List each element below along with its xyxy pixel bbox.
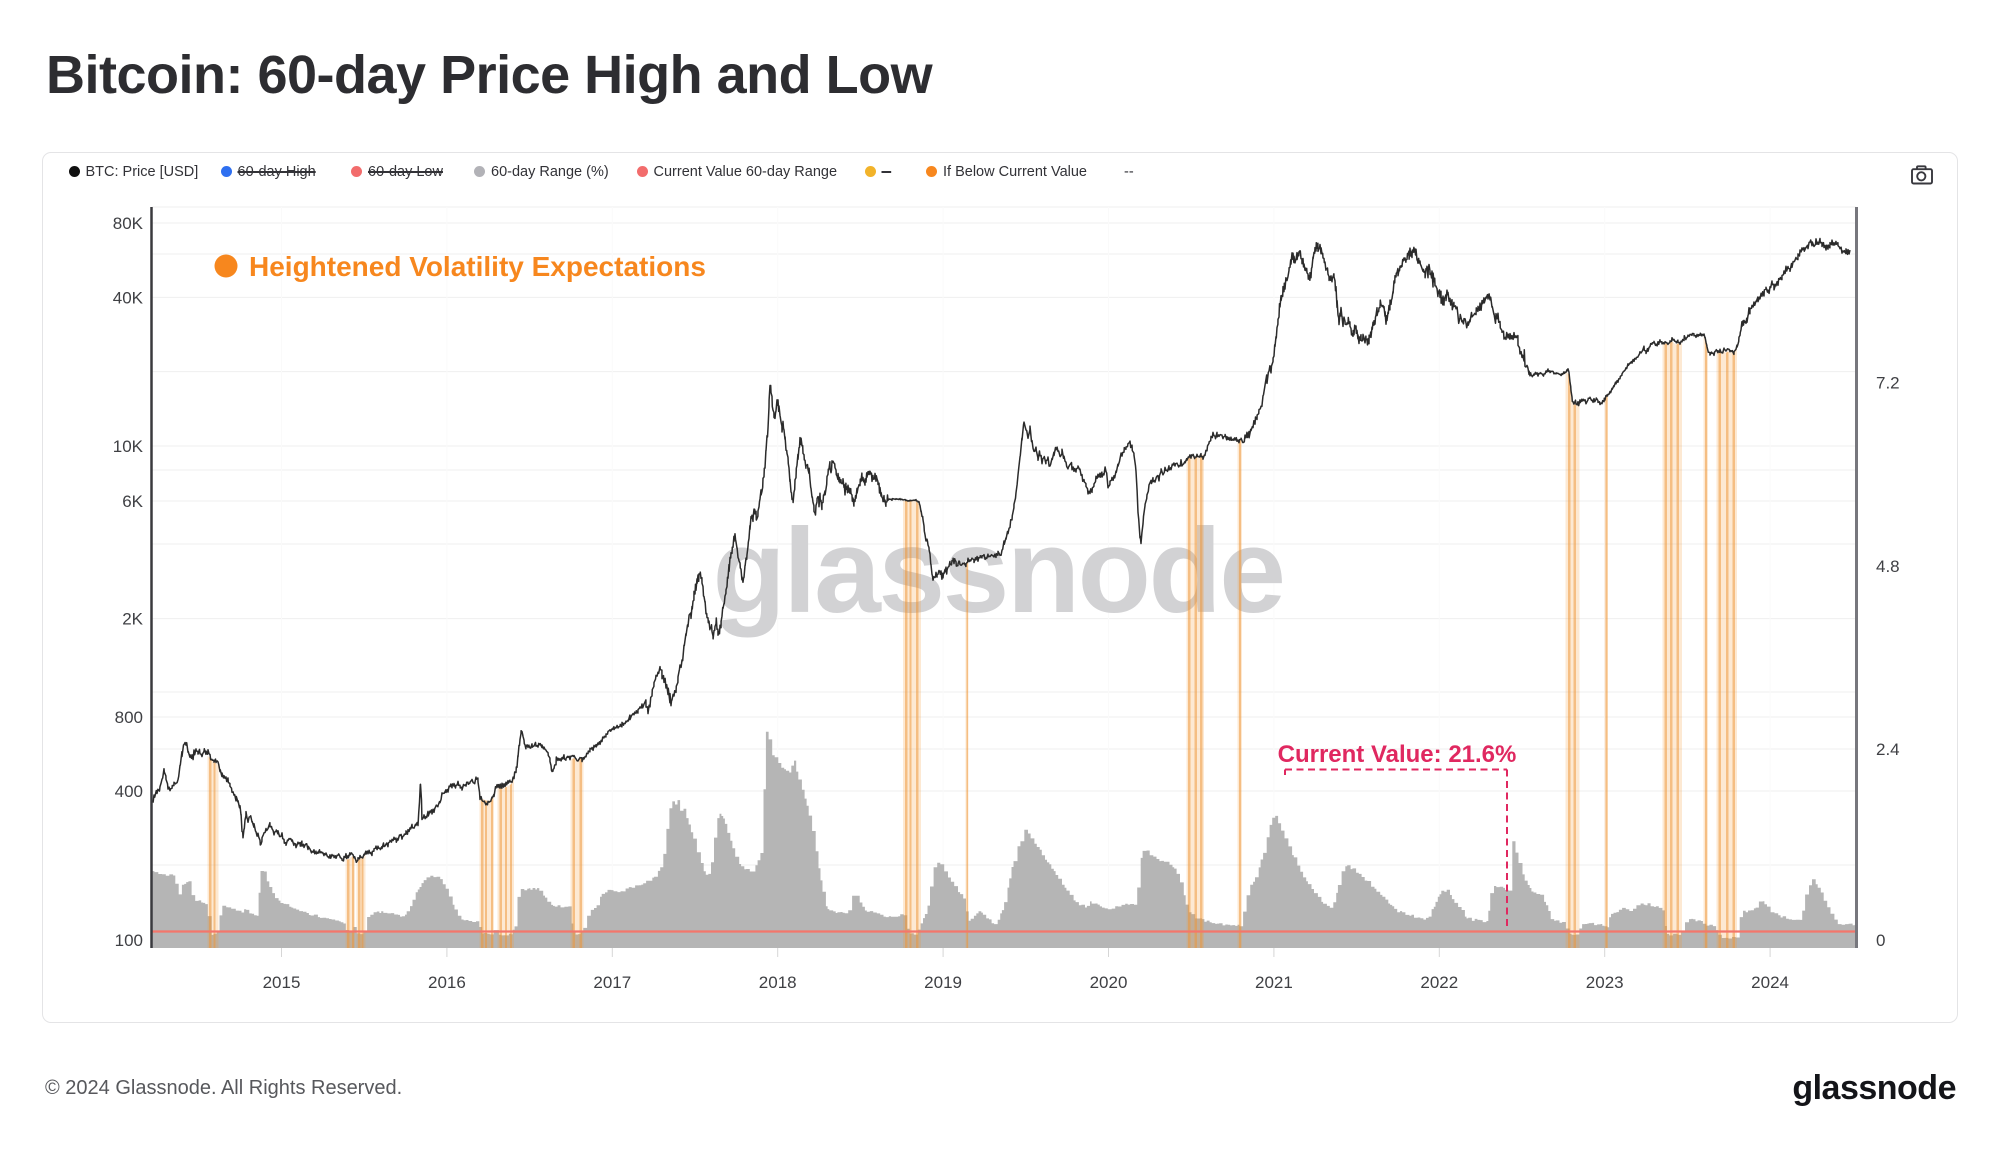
svg-text:2021: 2021 (1255, 973, 1293, 992)
svg-text:2.4: 2.4 (1876, 740, 1900, 759)
svg-text:7.2: 7.2 (1876, 374, 1900, 393)
svg-text:2020: 2020 (1090, 973, 1128, 992)
svg-text:80K: 80K (113, 214, 144, 233)
svg-text:40K: 40K (113, 288, 144, 307)
svg-text:2023: 2023 (1586, 973, 1624, 992)
svg-text:2024: 2024 (1751, 973, 1789, 992)
svg-text:2K: 2K (122, 610, 143, 629)
svg-text:2019: 2019 (924, 973, 962, 992)
svg-text:100: 100 (115, 931, 143, 950)
svg-text:Heightened Volatility Expectat: Heightened Volatility Expectations (249, 251, 706, 282)
svg-text:6K: 6K (122, 492, 143, 511)
svg-text:400: 400 (115, 782, 143, 801)
svg-text:Current Value: 21.6%: Current Value: 21.6% (1278, 741, 1517, 768)
svg-text:2015: 2015 (263, 973, 301, 992)
svg-text:2022: 2022 (1420, 973, 1458, 992)
svg-text:2016: 2016 (428, 973, 466, 992)
svg-text:2018: 2018 (759, 973, 797, 992)
svg-text:10K: 10K (113, 437, 144, 456)
svg-text:0: 0 (1876, 931, 1885, 950)
svg-text:2017: 2017 (593, 973, 631, 992)
svg-text:800: 800 (115, 708, 143, 727)
svg-text:4.8: 4.8 (1876, 557, 1900, 576)
